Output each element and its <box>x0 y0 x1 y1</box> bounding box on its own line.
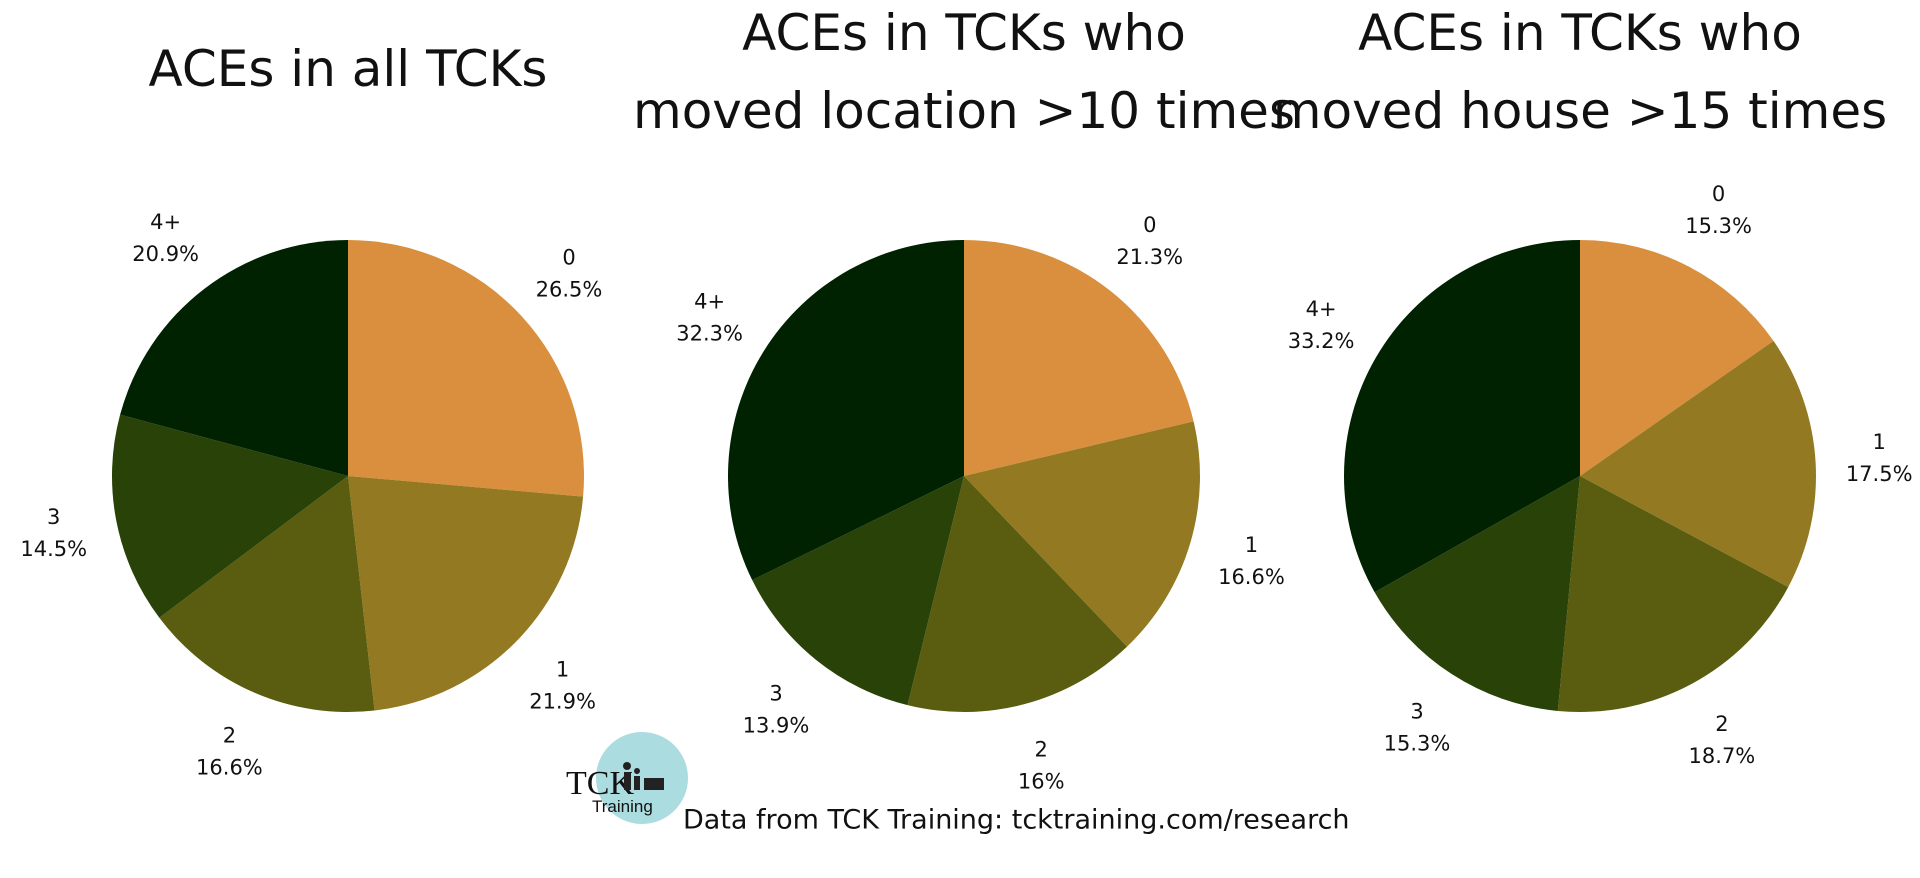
source: Data from TCK Training: tcktraining.com/… <box>683 805 1350 836</box>
logo-circle <box>596 732 688 824</box>
slice-category: 4+ <box>1306 297 1337 321</box>
slice-value: 13.9% <box>743 713 810 737</box>
slice-value: 16.6% <box>1218 565 1285 589</box>
slice-category: 2 <box>223 723 236 747</box>
slice-category: 1 <box>1872 430 1885 454</box>
slice-category: 2 <box>1715 712 1728 736</box>
pie-slice <box>964 421 1200 647</box>
chart-title: ACEs in all TCKs <box>149 40 548 98</box>
pie-slice <box>111 414 348 618</box>
chart-title: moved house >15 times <box>1273 82 1887 140</box>
slice-category: 3 <box>769 681 782 705</box>
pie-slice <box>752 476 964 706</box>
slice-value: 20.9% <box>132 242 199 266</box>
logo-text: TCK <box>566 765 634 802</box>
slice-value: 14.5% <box>20 537 87 561</box>
slice-value: 32.3% <box>676 322 743 346</box>
pie-slice <box>1580 340 1816 588</box>
slice-category: 1 <box>1245 533 1258 557</box>
slice-value: 18.7% <box>1689 744 1756 768</box>
slice-value: 16% <box>1018 770 1065 794</box>
pie-slice <box>964 240 1194 476</box>
pie-slice <box>728 240 964 581</box>
pie-slice <box>1374 476 1580 711</box>
slice-value: 15.3% <box>1384 732 1451 756</box>
chart-title: moved location >10 times <box>633 82 1295 140</box>
slice-value: 33.2% <box>1288 329 1355 353</box>
slice-category: 0 <box>562 246 575 270</box>
pie-slice <box>120 240 348 476</box>
pie-slice <box>1580 240 1774 476</box>
slice-value: 21.3% <box>1116 245 1183 269</box>
slice-value: 17.5% <box>1846 462 1913 486</box>
slice-category: 3 <box>47 505 60 529</box>
chart-title: ACEs in TCKs who <box>742 4 1186 62</box>
slice-value: 26.5% <box>536 278 603 302</box>
pie-slice <box>348 240 584 497</box>
slice-category: 4+ <box>694 290 725 314</box>
pie-slice <box>907 476 1128 712</box>
pie-slice <box>159 476 375 712</box>
logo-text: Training <box>592 797 653 816</box>
logo-figures <box>623 762 664 790</box>
slice-value: 15.3% <box>1685 214 1752 238</box>
pie-slice <box>1344 240 1580 593</box>
slice-category: 4+ <box>150 210 181 234</box>
slice-value: 21.9% <box>529 689 596 713</box>
pie-slice <box>1557 476 1789 713</box>
pie-slice <box>348 476 584 711</box>
slice-category: 3 <box>1410 700 1423 724</box>
slice-category: 0 <box>1712 182 1725 206</box>
slice-category: 2 <box>1035 738 1048 762</box>
chart-title: ACEs in TCKs who <box>1358 4 1802 62</box>
slice-category: 1 <box>556 657 569 681</box>
slice-value: 16.6% <box>196 755 263 779</box>
slice-category: 0 <box>1143 213 1156 237</box>
